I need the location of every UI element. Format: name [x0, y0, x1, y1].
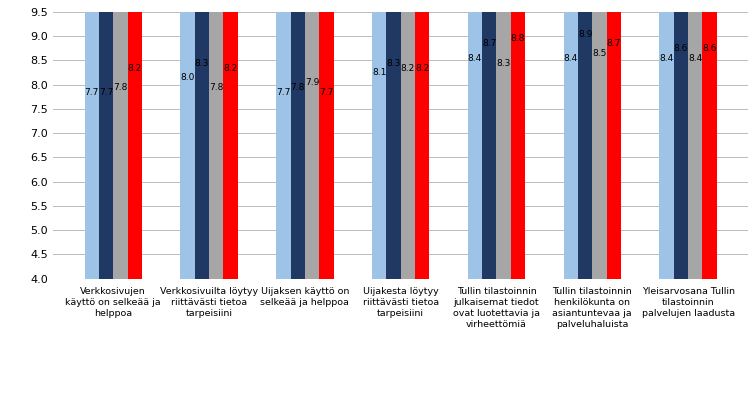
Text: 8.3: 8.3 [195, 59, 209, 68]
Bar [468, 0, 482, 279]
Bar [305, 0, 319, 279]
Text: 8.5: 8.5 [592, 49, 606, 58]
Bar [563, 0, 578, 279]
Bar [497, 0, 511, 279]
Text: 8.2: 8.2 [415, 64, 429, 72]
Text: 7.7: 7.7 [276, 88, 290, 97]
Bar [659, 0, 674, 279]
Bar [113, 0, 128, 279]
Bar [592, 0, 606, 279]
Bar [99, 0, 113, 279]
Bar [401, 0, 415, 279]
Text: 7.8: 7.8 [113, 83, 128, 92]
Bar [674, 0, 688, 279]
Text: 7.8: 7.8 [290, 83, 305, 92]
Text: 8.4: 8.4 [564, 54, 578, 63]
Bar [578, 0, 592, 279]
Bar [319, 0, 333, 279]
Bar [482, 0, 497, 279]
Text: 8.7: 8.7 [482, 39, 497, 48]
Text: 8.8: 8.8 [511, 35, 525, 43]
Text: 7.7: 7.7 [85, 88, 99, 97]
Text: 7.8: 7.8 [209, 83, 224, 92]
Text: 7.7: 7.7 [99, 88, 113, 97]
Text: 8.3: 8.3 [386, 59, 401, 68]
Text: 7.9: 7.9 [305, 78, 319, 87]
Bar [606, 0, 621, 279]
Bar [688, 0, 702, 279]
Text: 8.2: 8.2 [401, 64, 415, 72]
Bar [702, 0, 717, 279]
Text: 8.6: 8.6 [674, 44, 688, 53]
Text: 8.4: 8.4 [468, 54, 482, 63]
Bar [209, 0, 224, 279]
Text: 8.1: 8.1 [372, 68, 386, 77]
Text: 8.6: 8.6 [702, 44, 717, 53]
Text: 7.7: 7.7 [319, 88, 333, 97]
Text: 8.4: 8.4 [659, 54, 674, 63]
Bar [128, 0, 142, 279]
Text: 8.2: 8.2 [128, 64, 142, 72]
Bar [511, 0, 525, 279]
Text: 8.4: 8.4 [688, 54, 702, 63]
Bar [181, 0, 195, 279]
Bar [195, 0, 209, 279]
Bar [290, 0, 305, 279]
Text: 8.2: 8.2 [224, 64, 237, 72]
Bar [224, 0, 238, 279]
Text: 8.7: 8.7 [606, 39, 621, 48]
Bar [415, 0, 429, 279]
Text: 8.3: 8.3 [497, 59, 511, 68]
Text: 8.9: 8.9 [578, 29, 592, 39]
Bar [85, 0, 99, 279]
Text: 8.0: 8.0 [181, 73, 195, 82]
Bar [372, 0, 386, 279]
Bar [276, 0, 290, 279]
Bar [386, 0, 401, 279]
